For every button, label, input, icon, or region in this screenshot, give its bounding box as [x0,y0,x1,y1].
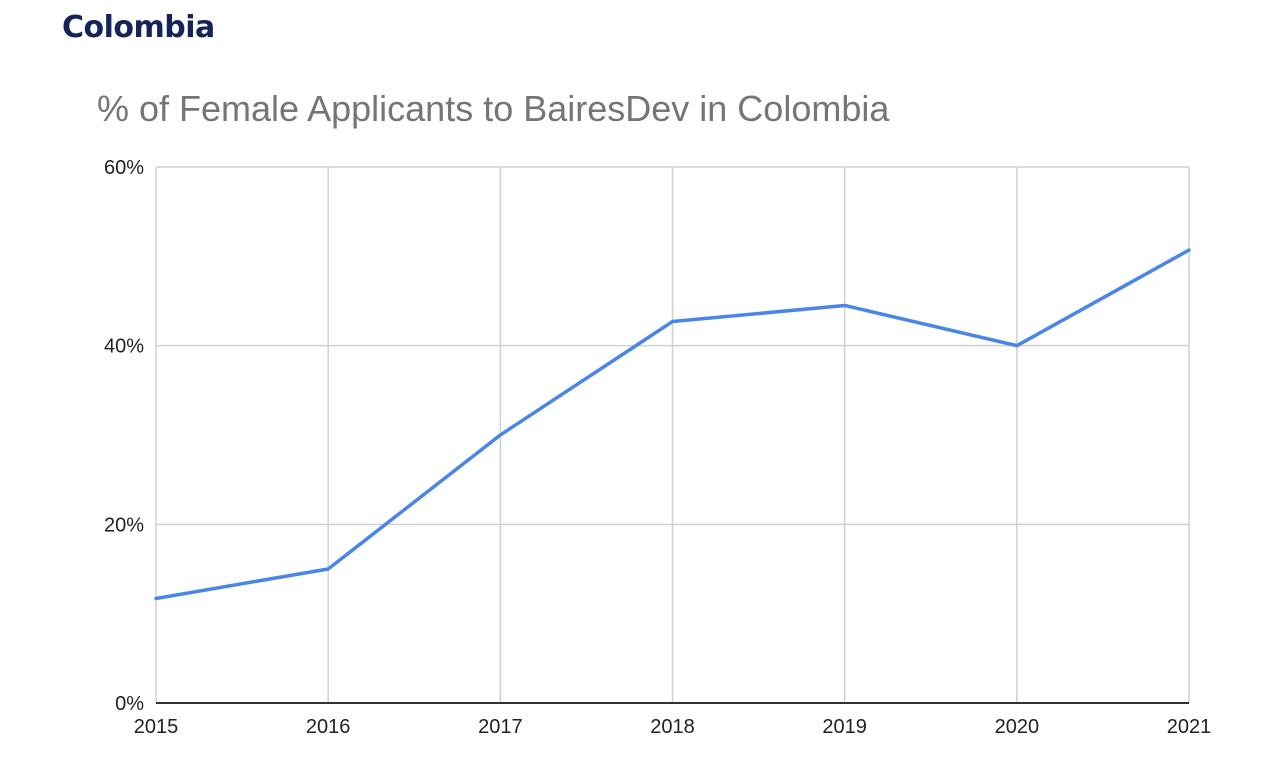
x-tick-label: 2018 [650,716,695,738]
grid-layer [155,166,1190,703]
x-tick-label: 2021 [1167,716,1212,738]
x-tick-label: 2019 [822,716,867,738]
label-layer: 0% 20% 40% 60% 2015 2016 2017 2018 2019 2020 2021 [104,157,1211,738]
chart-title: % of Female Applicants to BairesDev in C… [97,88,890,129]
y-tick-label: 20% [104,514,144,536]
x-tick-label: 2017 [478,716,523,738]
x-tick-label: 2020 [995,716,1040,738]
x-tick-label: 2015 [134,716,179,738]
y-tick-label: 60% [104,157,144,179]
y-tick-label: 0% [115,693,144,715]
x-tick-label: 2016 [306,716,351,738]
y-tick-label: 40% [104,336,144,358]
page-title: Colombia [62,10,215,45]
series-layer [154,248,1191,601]
